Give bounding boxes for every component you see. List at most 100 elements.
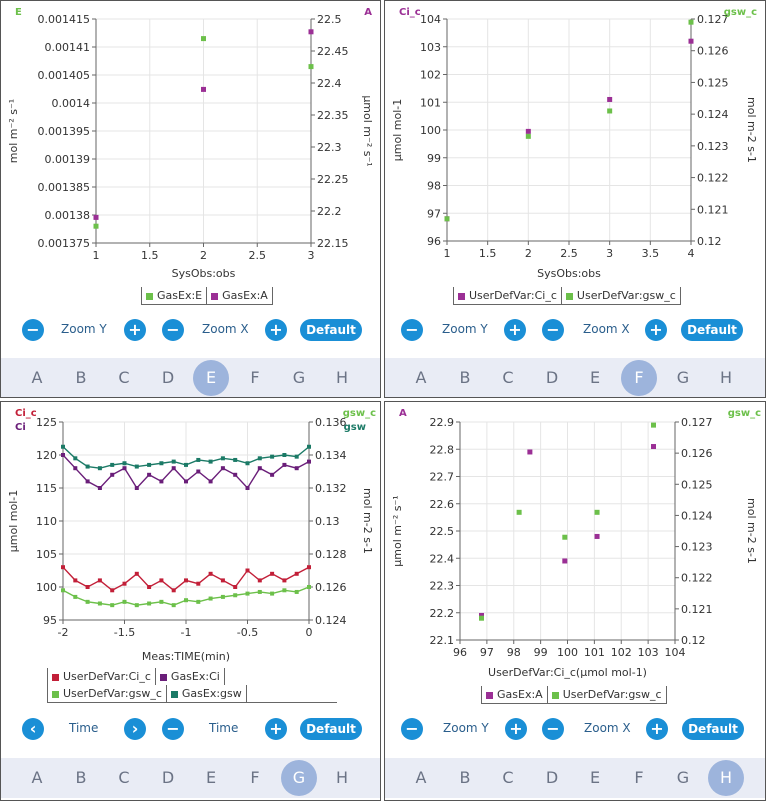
tab-e[interactable]: E — [205, 768, 217, 787]
zoom-y-in-button[interactable]: + — [504, 319, 526, 341]
data-point — [110, 472, 115, 477]
default-button[interactable]: Default — [681, 319, 743, 341]
tab-g[interactable]: G — [676, 768, 690, 787]
zoom-x-out-button[interactable]: − — [162, 319, 184, 341]
data-point — [134, 571, 139, 576]
tab-h[interactable]: H — [335, 368, 349, 387]
legend-corner-right-2: gsw — [343, 422, 366, 433]
time-controls: ‹ Time › − Time + Default — [1, 718, 380, 758]
zoom-y-out-button[interactable]: − — [401, 718, 423, 740]
data-point — [270, 591, 275, 596]
default-button[interactable]: Default — [682, 718, 744, 740]
tab-d[interactable]: D — [545, 368, 559, 387]
data-point — [110, 603, 115, 608]
series-gasex-a — [93, 29, 314, 220]
x-tick-label: 104 — [665, 646, 686, 659]
tab-b[interactable]: B — [459, 368, 471, 387]
tab-f[interactable]: F — [621, 360, 657, 396]
tab-e[interactable]: E — [589, 768, 601, 787]
tab-c[interactable]: C — [502, 368, 514, 387]
time-zoom-out-button[interactable]: − — [162, 718, 184, 740]
zoom-controls: − Zoom Y + − Zoom X + Default — [385, 319, 765, 359]
legend-corner-right: gsw_c — [727, 408, 761, 419]
time-forward-button[interactable]: › — [124, 718, 146, 740]
tab-a[interactable]: A — [415, 768, 427, 787]
tab-g[interactable]: G — [292, 368, 306, 387]
legend-item[interactable]: GasEx:gsw — [167, 685, 247, 702]
tab-b[interactable]: B — [75, 368, 87, 387]
tab-h[interactable]: H — [708, 760, 744, 796]
y-tick-label: 110 — [36, 515, 57, 528]
tab-h[interactable]: H — [719, 368, 733, 387]
y-tick-label: 0.001385 — [38, 181, 91, 194]
y-tick-label: 96 — [427, 235, 441, 248]
legend-item[interactable]: UserDefVar:gsw_c — [48, 685, 167, 702]
zoom-x-in-button[interactable]: + — [265, 319, 287, 341]
x-axis-label: SysObs:obs — [172, 267, 236, 280]
y-tick-label: 102 — [420, 69, 441, 82]
legend-item[interactable]: GasEx:A — [207, 287, 273, 304]
y2-tick-label: 0.126 — [315, 581, 347, 594]
data-point — [307, 444, 311, 449]
tab-a[interactable]: A — [415, 368, 427, 387]
legend-item[interactable]: GasEx:E — [142, 287, 208, 304]
y2-tick-label: 0.132 — [315, 482, 347, 495]
series-gasex-ci — [61, 453, 311, 490]
y-tick-label: 95 — [43, 614, 57, 627]
legend-item[interactable]: UserDefVar:gsw_c — [562, 287, 681, 304]
default-button[interactable]: Default — [300, 319, 362, 341]
tab-g[interactable]: G — [676, 368, 690, 387]
time-back-button[interactable]: ‹ — [22, 718, 44, 740]
legend-label: UserDefVar:gsw_c — [63, 687, 162, 700]
y2-tick-label: 22.3 — [317, 141, 342, 154]
data-point — [525, 128, 531, 134]
legend-item[interactable]: UserDefVar:Ci_c — [454, 287, 562, 304]
zoom-x-out-button[interactable]: − — [542, 319, 564, 341]
tab-f[interactable]: F — [250, 368, 260, 387]
tab-f[interactable]: F — [634, 768, 644, 787]
tab-d[interactable]: D — [545, 768, 559, 787]
tab-a[interactable]: A — [31, 368, 43, 387]
tab-c[interactable]: C — [118, 768, 130, 787]
data-point — [282, 453, 287, 457]
legend-item[interactable]: GasEx:A — [482, 686, 548, 703]
legend-item[interactable]: UserDefVar:Ci_c — [48, 668, 156, 685]
data-point — [171, 459, 176, 464]
data-point — [73, 466, 78, 471]
tab-d[interactable]: D — [161, 768, 175, 787]
data-point — [651, 422, 656, 428]
legend-label: GasEx:A — [497, 688, 543, 701]
tab-c[interactable]: C — [118, 368, 130, 387]
zoom-x-in-button[interactable]: + — [645, 319, 667, 341]
zoom-y-in-button[interactable]: + — [124, 319, 146, 341]
zoom-x-out-button[interactable]: − — [542, 718, 564, 740]
tab-e[interactable]: E — [193, 360, 229, 396]
y2-tick-label: 0.124 — [315, 614, 347, 627]
zoom-y-out-button[interactable]: − — [22, 319, 44, 341]
zoom-y-out-button[interactable]: − — [401, 319, 423, 341]
tab-h[interactable]: H — [335, 768, 349, 787]
data-point — [97, 601, 102, 606]
tab-d[interactable]: D — [161, 368, 175, 387]
tab-f[interactable]: F — [250, 768, 260, 787]
y-tick-label: 0.00141 — [45, 41, 91, 54]
zoom-y-in-button[interactable]: + — [505, 718, 527, 740]
tab-b[interactable]: B — [75, 768, 87, 787]
data-point — [607, 108, 613, 114]
x-tick-label: 96 — [453, 646, 467, 659]
zoom-x-in-button[interactable]: + — [646, 718, 668, 740]
y-tick-label: 0.001375 — [38, 237, 91, 250]
default-button[interactable]: Default — [300, 718, 362, 740]
legend-item[interactable]: GasEx:Ci — [156, 668, 225, 685]
data-point — [196, 599, 201, 604]
tab-b[interactable]: B — [459, 768, 471, 787]
x-tick-label: 4 — [688, 247, 695, 260]
legend-item[interactable]: UserDefVar:gsw_c — [548, 686, 667, 703]
tab-e[interactable]: E — [589, 368, 601, 387]
tab-c[interactable]: C — [502, 768, 514, 787]
legend-label: GasEx:E — [157, 289, 203, 302]
tab-a[interactable]: A — [31, 768, 43, 787]
time-zoom-in-button[interactable]: + — [265, 718, 287, 740]
tab-g[interactable]: G — [281, 760, 317, 796]
